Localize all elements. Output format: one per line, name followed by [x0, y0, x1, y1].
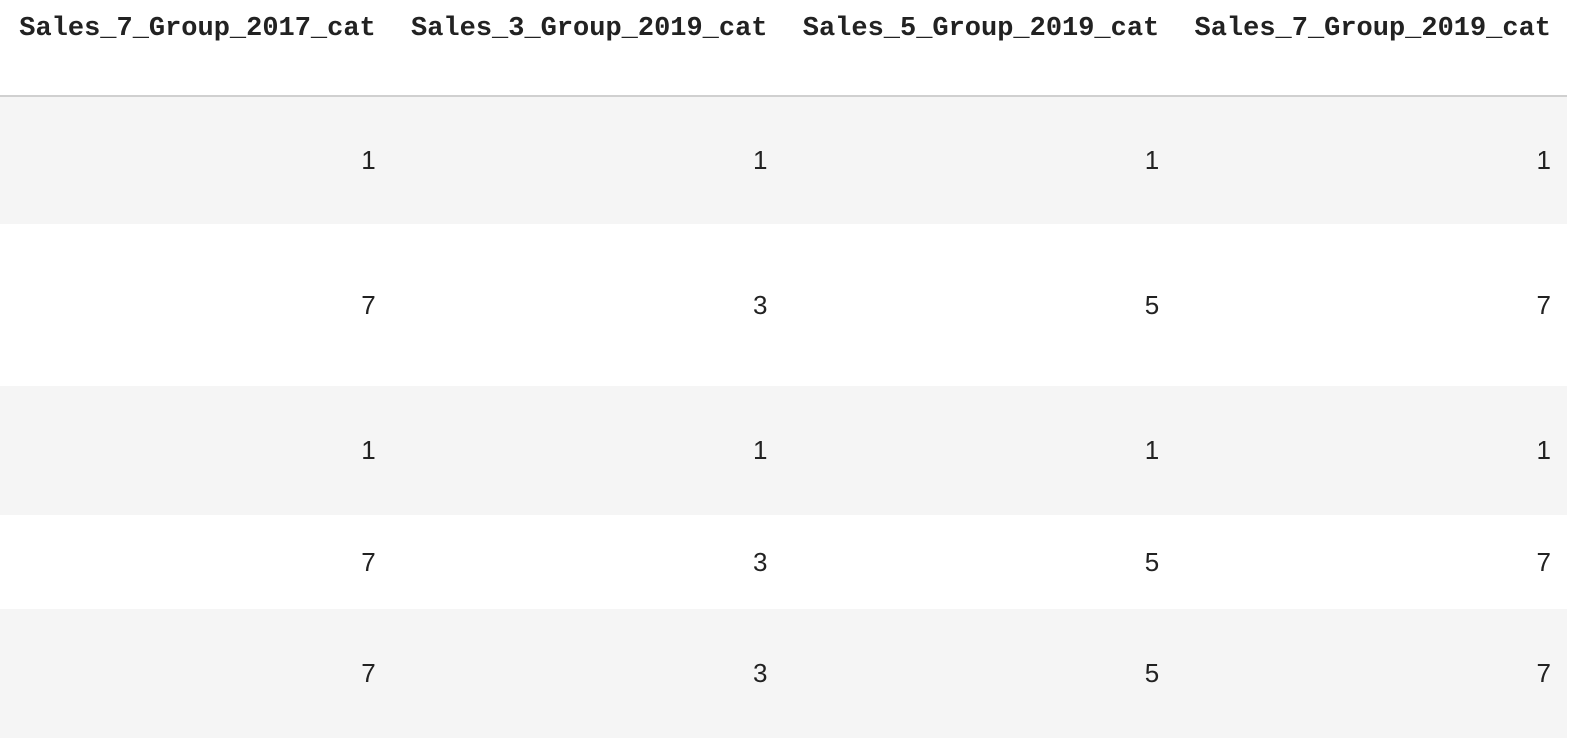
column-header: Sales_7_Group_2019_cat	[1175, 0, 1567, 97]
table-cell: 1	[0, 386, 392, 515]
table-cell: 7	[1536, 546, 1551, 577]
table-cell: 3	[753, 289, 768, 320]
table-row: 7 3 5 7	[0, 515, 1567, 609]
table-cell: 7	[1536, 289, 1551, 320]
table-head: Sales_7_Group_2017_cat Sales_3_Group_2019…	[0, 0, 1567, 97]
table-cell: 1	[783, 386, 1176, 515]
table-cell: 1	[391, 386, 784, 515]
column-header: Sales_3_Group_2019_cat	[391, 0, 784, 97]
table-cell: 5	[1144, 546, 1160, 577]
table-cell: 7	[361, 289, 376, 320]
table-cell: 1	[1175, 386, 1567, 515]
table-cell: 7	[0, 609, 392, 738]
table-cell: 1	[783, 96, 1176, 224]
table-cell: 5	[783, 609, 1176, 738]
table-cell: 1	[391, 96, 784, 224]
table-cell: 7	[1175, 609, 1567, 738]
table-cell: 3	[391, 609, 784, 738]
data-table: Sales_7_Group_2017_cat Sales_3_Group_2019…	[0, 0, 1567, 738]
table-cell: 7	[361, 546, 376, 577]
header-row: Sales_7_Group_2017_cat Sales_3_Group_2019…	[0, 0, 1567, 97]
column-header: Sales_5_Group_2019_cat	[783, 0, 1176, 97]
table-cell: 1	[0, 96, 392, 224]
table-cell: 1	[1175, 96, 1567, 224]
table-cell: 3	[753, 546, 768, 577]
column-header: Sales_7_Group_2017_cat	[0, 0, 392, 97]
table-cell: 5	[1144, 289, 1160, 320]
table-row: 7 3 5 7	[0, 224, 1567, 386]
